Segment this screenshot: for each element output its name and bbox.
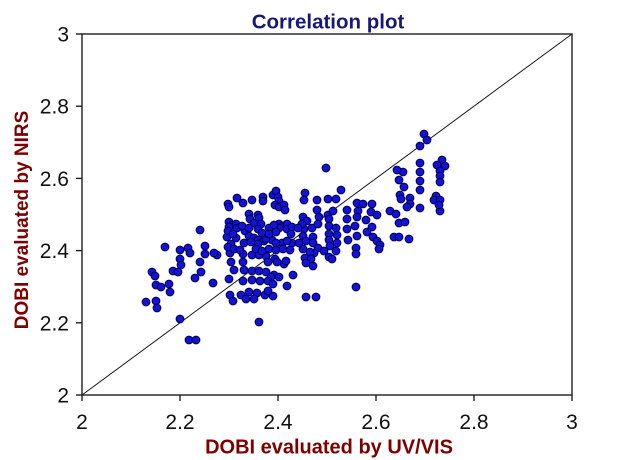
svg-text:3: 3: [566, 411, 578, 434]
svg-text:DOBI evaluated by NIRS: DOBI evaluated by NIRS: [12, 111, 33, 330]
svg-text:Correlation plot: Correlation plot: [252, 11, 405, 34]
svg-text:DOBI evaluated by UV/VIS: DOBI evaluated by UV/VIS: [205, 437, 453, 459]
svg-text:2: 2: [76, 411, 88, 434]
svg-text:2.6: 2.6: [361, 411, 390, 434]
svg-text:2.4: 2.4: [40, 240, 70, 263]
svg-text:2.2: 2.2: [165, 411, 194, 434]
svg-text:2.4: 2.4: [263, 411, 293, 434]
svg-text:2.8: 2.8: [40, 96, 69, 119]
svg-text:2.2: 2.2: [40, 312, 69, 335]
svg-text:3: 3: [57, 24, 69, 47]
svg-text:2: 2: [57, 385, 69, 408]
svg-text:2.8: 2.8: [459, 411, 488, 434]
svg-text:2.6: 2.6: [40, 168, 69, 191]
